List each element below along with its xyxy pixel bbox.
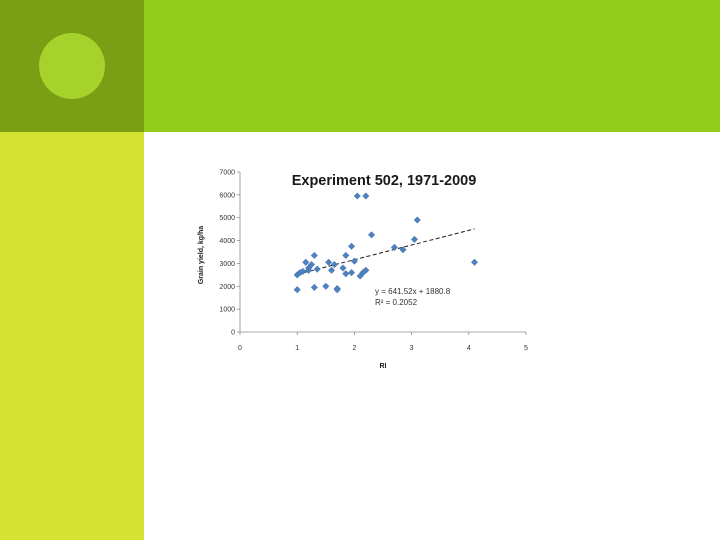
data-point xyxy=(362,192,370,200)
data-point xyxy=(333,286,341,294)
data-point xyxy=(347,268,356,277)
data-point xyxy=(305,266,313,274)
data-point xyxy=(413,216,421,224)
y-tick-label: 0 xyxy=(231,330,235,337)
data-point xyxy=(310,251,318,260)
data-point xyxy=(410,235,419,244)
x-tick-label: 0 xyxy=(238,345,242,352)
trendline-equation: y = 641.52x + 1880.8 xyxy=(375,287,451,296)
data-point xyxy=(302,258,310,266)
trendline-r-squared: R² = 0.2052 xyxy=(375,298,418,307)
slide-top-band xyxy=(144,0,720,132)
x-axis-label: RI xyxy=(380,363,387,370)
y-tick-label: 5000 xyxy=(219,215,235,222)
data-point-group xyxy=(293,192,479,294)
trendline-group xyxy=(297,228,475,275)
data-point xyxy=(293,286,301,294)
data-point xyxy=(330,260,338,269)
x-tick-group: 0 1 2 3 4 5 xyxy=(238,332,528,352)
y-tick-label: 4000 xyxy=(219,238,235,245)
y-tick-label: 3000 xyxy=(219,261,235,268)
slide-side-band xyxy=(0,132,144,540)
data-point xyxy=(390,243,399,252)
data-point xyxy=(347,242,356,250)
data-point xyxy=(310,283,318,292)
data-point xyxy=(339,264,347,272)
data-point xyxy=(327,266,336,274)
y-axis-label: Grain yield, kg/ha xyxy=(198,226,205,284)
chart-title: Experiment 502, 1971-2009 xyxy=(292,173,477,189)
data-point xyxy=(350,257,358,265)
decorative-circle xyxy=(39,33,105,99)
trendline xyxy=(297,228,475,275)
x-tick-label: 2 xyxy=(352,345,356,352)
data-point xyxy=(470,258,479,266)
x-tick-label: 5 xyxy=(524,345,528,352)
data-point xyxy=(342,251,350,260)
data-point xyxy=(322,282,330,290)
y-tick-label: 1000 xyxy=(219,307,235,314)
data-point xyxy=(313,265,321,273)
data-point xyxy=(362,266,370,274)
y-tick-label: 7000 xyxy=(219,170,235,177)
x-tick-label: 1 xyxy=(295,345,299,352)
x-tick-label: 4 xyxy=(467,345,471,352)
data-point xyxy=(367,231,376,239)
data-point xyxy=(353,192,361,200)
y-tick-group: 0 1000 2000 3000 4000 5000 6000 7000 xyxy=(219,170,240,337)
data-point xyxy=(307,260,316,269)
data-point xyxy=(399,246,407,254)
y-tick-label: 2000 xyxy=(219,284,235,291)
x-tick-label: 3 xyxy=(410,345,414,352)
data-point xyxy=(342,270,350,278)
y-tick-label: 6000 xyxy=(219,192,235,199)
data-point xyxy=(325,258,333,266)
